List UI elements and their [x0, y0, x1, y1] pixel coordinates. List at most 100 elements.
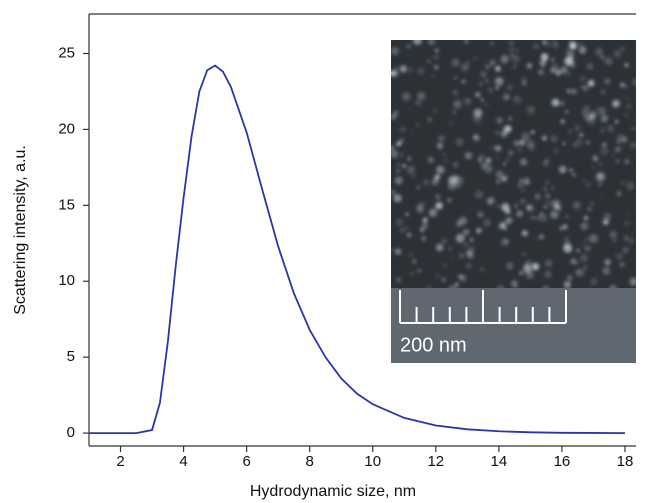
speckle-dot	[553, 200, 558, 205]
speckle-dot	[567, 57, 574, 64]
speckle-dot	[485, 64, 490, 69]
speckle-dot	[458, 274, 462, 278]
speckle-dot	[550, 135, 557, 142]
speckle-dot	[429, 209, 437, 217]
speckle-dot	[488, 87, 493, 92]
page: {"chart_data": {"type": "line", "x_label…	[0, 0, 649, 503]
speckle-dot	[482, 228, 484, 230]
speckle-dot	[514, 64, 517, 67]
speckle-dot	[412, 259, 416, 263]
speckle-dot	[627, 213, 629, 215]
speckle-dot	[464, 243, 468, 247]
speckle-dot	[507, 175, 509, 177]
x-axis-label: Hydrodynamic size, nm	[250, 483, 416, 500]
speckle-dot	[541, 53, 549, 61]
speckle-dot	[571, 89, 576, 94]
speckle-dot	[552, 99, 560, 107]
speckle-dot	[443, 153, 445, 155]
speckle-dot	[416, 124, 419, 127]
speckle-dot	[516, 210, 523, 217]
speckle-dot	[565, 215, 569, 219]
x-tick-label: 8	[306, 453, 314, 470]
speckle-dot	[513, 67, 515, 69]
speckle-dot	[596, 108, 598, 110]
speckle-dot	[631, 278, 638, 285]
speckle-dot	[620, 262, 625, 267]
speckle-dot	[555, 70, 561, 76]
y-tick-label: 20	[58, 120, 75, 137]
speckle-dot	[544, 205, 548, 209]
speckle-dot	[402, 92, 410, 100]
speckle-dot	[615, 254, 617, 256]
speckle-dot	[607, 125, 614, 132]
speckle-dot	[531, 130, 535, 134]
speckle-dot	[614, 100, 621, 107]
speckle-dot	[519, 179, 522, 182]
speckle-dot	[615, 147, 620, 152]
speckle-dot	[563, 225, 568, 230]
speckle-dot	[478, 123, 480, 125]
speckle-dot	[520, 158, 527, 165]
speckle-dot	[464, 98, 471, 105]
speckle-dot	[504, 125, 511, 132]
speckle-dot	[453, 162, 458, 167]
speckle-dot	[417, 186, 420, 189]
speckle-dot	[516, 49, 518, 51]
speckle-dot	[617, 191, 622, 196]
speckle-dot	[601, 115, 609, 123]
speckle-dot	[621, 147, 623, 149]
speckle-dot	[632, 127, 635, 130]
speckle-dot	[433, 109, 437, 113]
speckle-dot	[534, 238, 536, 240]
speckle-dot	[626, 97, 629, 100]
speckle-dot	[455, 138, 463, 146]
speckle-dot	[604, 259, 611, 266]
speckle-dot	[554, 148, 559, 153]
speckle-dot	[620, 46, 625, 51]
speckle-dot	[499, 121, 501, 123]
y-tick-label: 5	[67, 348, 75, 365]
speckle-dot	[448, 246, 453, 251]
speckle-dot	[587, 207, 591, 211]
speckle-dot	[602, 267, 610, 275]
speckle-dot	[517, 182, 523, 188]
speckle-dot	[407, 157, 411, 161]
speckle-dot	[480, 71, 487, 78]
speckle-dot	[603, 219, 609, 225]
speckle-dot	[396, 163, 401, 168]
speckle-dot	[497, 205, 499, 207]
speckle-dot	[593, 156, 598, 161]
speckle-dot	[481, 98, 484, 101]
speckle-dot	[391, 249, 393, 251]
speckle-dot	[435, 66, 439, 70]
speckle-dot	[586, 141, 589, 144]
speckle-dot	[396, 169, 400, 173]
speckle-dot	[405, 213, 408, 216]
x-tick-label: 4	[179, 453, 187, 470]
x-tick-label: 10	[364, 453, 381, 470]
speckle-dot	[455, 283, 459, 287]
x-tick-label: 6	[242, 453, 250, 470]
speckle-dot	[436, 275, 439, 278]
speckle-dot	[572, 47, 575, 50]
speckle-dot	[453, 100, 462, 109]
y-tick-label: 10	[58, 272, 75, 289]
speckle-dot	[505, 209, 511, 215]
speckle-dot	[427, 117, 432, 122]
speckle-dot	[468, 246, 475, 253]
speckle-dot	[600, 128, 605, 133]
speckle-dot	[527, 205, 532, 210]
speckle-dot	[410, 132, 412, 134]
speckle-dot	[576, 262, 578, 264]
speckle-dot	[485, 103, 489, 107]
speckle-dot	[603, 213, 611, 221]
speckle-dot	[565, 110, 569, 114]
speckle-dot	[417, 67, 424, 74]
speckle-dot	[465, 152, 473, 160]
speckle-dot	[417, 92, 425, 100]
speckle-dot	[396, 218, 404, 226]
speckle-dot	[520, 198, 526, 204]
y-tick-label: 15	[58, 196, 75, 213]
speckle-dot	[514, 140, 520, 146]
speckle-dot	[522, 230, 528, 236]
